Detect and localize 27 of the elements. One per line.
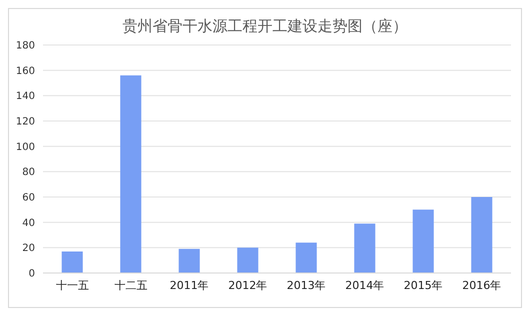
y-tick-label: 20 <box>22 243 35 254</box>
y-tick-label: 60 <box>22 192 35 204</box>
y-tick-label: 40 <box>22 218 35 229</box>
x-tick-label: 十一五 <box>56 278 89 292</box>
y-tick-label: 180 <box>16 40 35 52</box>
bar <box>120 75 142 273</box>
y-tick-label: 80 <box>22 167 35 178</box>
x-tick-label: 2013年 <box>286 278 326 292</box>
y-tick-label: 0 <box>28 268 35 280</box>
x-tick-label: 2016年 <box>462 278 502 292</box>
bar <box>296 242 317 273</box>
bar <box>412 210 434 273</box>
x-tick-label: 2015年 <box>404 278 443 292</box>
x-tick-label: 2012年 <box>228 278 268 292</box>
bar <box>62 251 83 273</box>
y-tick-label: 100 <box>16 142 35 153</box>
x-tick-label: 2011年 <box>170 278 209 292</box>
x-tick-label: 2014年 <box>345 278 384 292</box>
bar <box>354 224 376 273</box>
x-tick-label: 十二五 <box>114 278 148 292</box>
bar <box>471 197 492 273</box>
bar <box>237 248 258 273</box>
y-tick-label: 160 <box>16 66 35 77</box>
y-tick-label: 140 <box>16 91 35 102</box>
bar <box>178 248 200 273</box>
y-tick-label: 120 <box>16 116 35 128</box>
chart-title: 贵州省骨干水源工程开工建设走势图（座） <box>122 16 408 37</box>
